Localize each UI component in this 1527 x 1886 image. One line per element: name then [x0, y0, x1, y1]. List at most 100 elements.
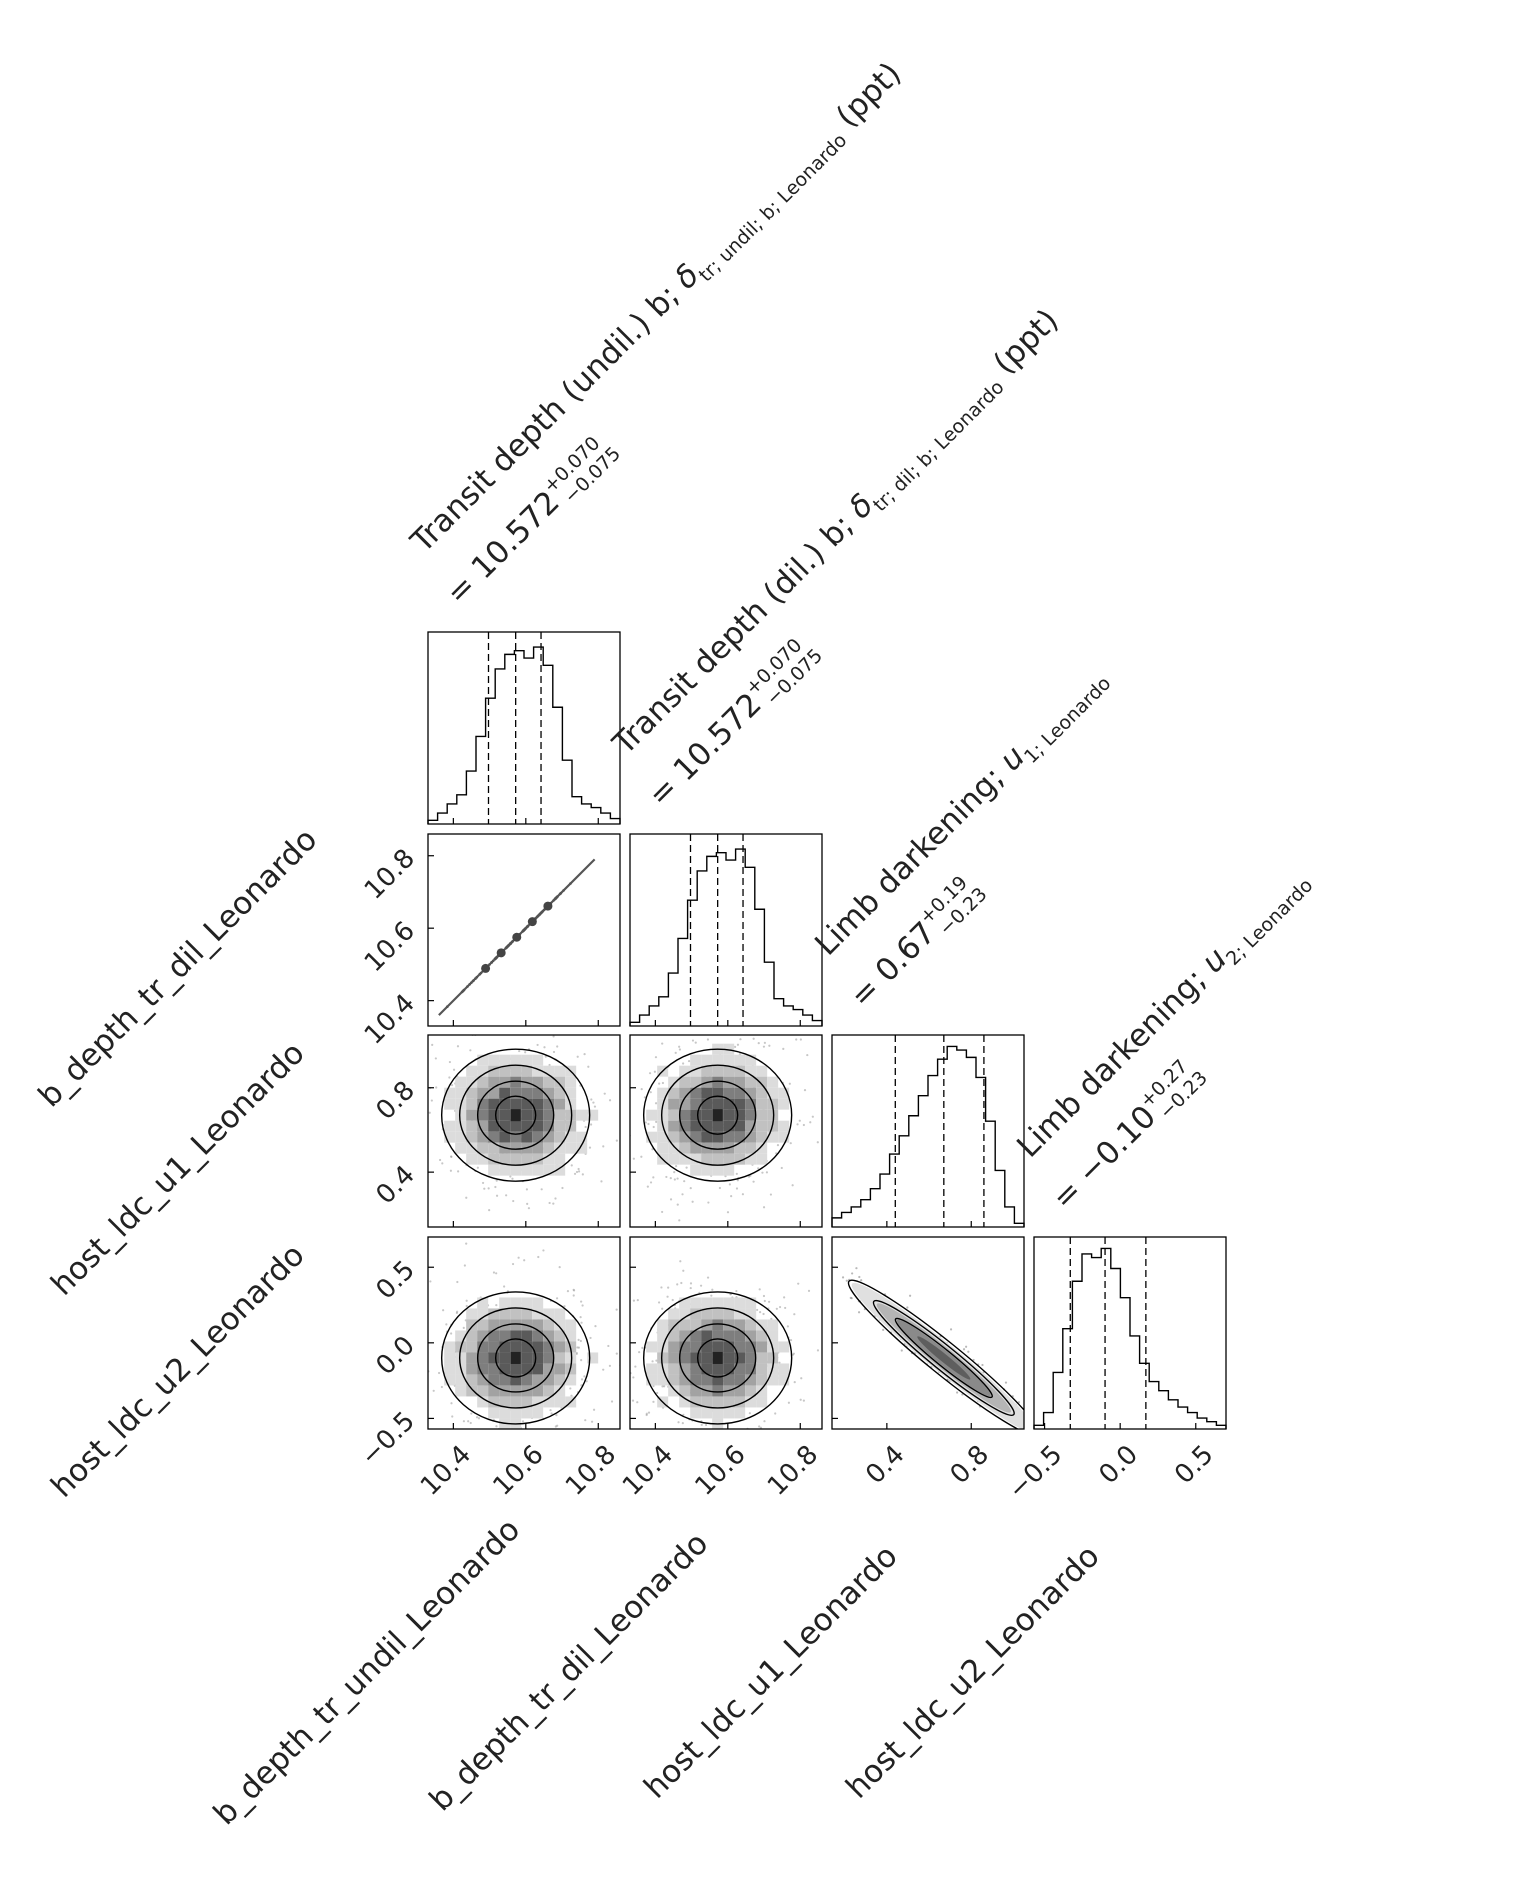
histogram-frame	[629, 833, 823, 1027]
sample-point	[429, 1280, 432, 1283]
labels-layer: 10.4 10.6 10.810.4 10.6 10.8 0.4 0.8 −0.5 0.0 0.5…	[32, 55, 1318, 1832]
density-cell	[466, 1352, 478, 1364]
density-cell	[543, 1330, 555, 1342]
density-cell	[510, 1297, 522, 1309]
density-cell	[543, 1352, 555, 1364]
sample-point	[1032, 1432, 1034, 1434]
sample-point	[638, 1351, 641, 1354]
density-cell	[488, 1330, 500, 1342]
sample-point	[465, 1299, 468, 1302]
density-cell	[499, 1374, 511, 1386]
sample-point	[441, 1162, 444, 1165]
density-cell	[767, 1076, 779, 1088]
density-cell	[745, 1341, 757, 1353]
density-core	[510, 1351, 521, 1364]
sample-point	[614, 1113, 616, 1115]
density-cell	[701, 1087, 713, 1099]
sample-point	[1042, 1438, 1044, 1440]
density-cell	[532, 1396, 544, 1408]
density-cell	[532, 1164, 544, 1176]
density-cell	[488, 1120, 500, 1132]
sample-point	[735, 1289, 738, 1293]
density-cell	[712, 1374, 724, 1386]
sample-point	[1066, 1450, 1068, 1452]
sample-point	[906, 1306, 909, 1309]
sample-point	[496, 1239, 498, 1241]
density-cell	[444, 1352, 456, 1364]
density-cell	[565, 1109, 577, 1121]
contour-line	[642, 1048, 793, 1182]
density-cell	[510, 1087, 522, 1099]
sample-point	[526, 1202, 529, 1206]
density-cell	[745, 1374, 757, 1386]
sample-point	[757, 1042, 760, 1045]
sample-point	[536, 1435, 538, 1437]
density-cell	[734, 1054, 746, 1066]
sample-point	[495, 1179, 498, 1182]
sample-point	[443, 1441, 445, 1443]
sample-point	[483, 1187, 486, 1190]
sample-point	[631, 1399, 635, 1402]
contour-line	[642, 1291, 793, 1425]
sample-point	[661, 1081, 665, 1085]
density-cell	[532, 1153, 544, 1165]
density-cell	[488, 1131, 500, 1143]
sample-point	[469, 1421, 472, 1425]
sample-point	[1021, 1433, 1023, 1435]
density-cell	[767, 1109, 779, 1121]
sample-point	[555, 1414, 558, 1417]
density-cell	[499, 1087, 511, 1099]
histogram-steps	[427, 646, 621, 824]
density-cell	[778, 1087, 790, 1099]
sample-point	[780, 1166, 783, 1170]
density-cell	[712, 1396, 724, 1408]
density-cell	[499, 1396, 511, 1408]
sample-point	[622, 1160, 624, 1162]
sample-point	[678, 1219, 681, 1222]
sample-point	[793, 1381, 796, 1384]
density-cell	[554, 1153, 566, 1165]
sample-point	[627, 1345, 629, 1347]
sample-point	[741, 1193, 744, 1196]
sample-point	[972, 1358, 975, 1362]
density-cell	[646, 1109, 658, 1121]
density-cell	[587, 1352, 599, 1364]
panel-content	[627, 1260, 850, 1429]
density-cell	[668, 1098, 680, 1110]
density-cell	[679, 1385, 691, 1397]
density-cell	[745, 1330, 757, 1342]
density-cell	[488, 1352, 500, 1364]
density-cell	[690, 1319, 702, 1331]
sample-point	[527, 1207, 531, 1210]
panel-content	[438, 858, 596, 1016]
sample-point	[841, 1276, 845, 1279]
density-cell	[499, 1131, 511, 1143]
sample-point	[729, 1293, 732, 1296]
density-core	[712, 1109, 723, 1122]
density-cell	[576, 1109, 588, 1121]
sample-point	[525, 1188, 528, 1191]
sample-point	[654, 1102, 658, 1105]
density-cell	[532, 1054, 544, 1066]
density-cell	[554, 1109, 566, 1121]
contour-line	[847, 1279, 1024, 1429]
sample-point	[450, 1155, 453, 1159]
sample-point	[807, 1289, 811, 1292]
density-cell	[734, 1319, 746, 1331]
sample-point	[962, 1348, 966, 1351]
density-cell	[712, 1153, 724, 1165]
density-cell	[679, 1142, 691, 1154]
density-cell	[488, 1164, 500, 1176]
density-cell	[455, 1385, 467, 1397]
density-cell	[477, 1131, 489, 1143]
density-cell	[668, 1341, 680, 1353]
density-cell	[477, 1297, 489, 1309]
sample-point	[431, 1043, 434, 1046]
sample-point	[848, 1359, 850, 1361]
sample-point	[615, 1308, 618, 1311]
density-cell	[499, 1065, 511, 1077]
sample-point	[798, 1119, 801, 1122]
x-tick-label: 10.6	[689, 1440, 751, 1502]
density-cell	[532, 1319, 544, 1331]
